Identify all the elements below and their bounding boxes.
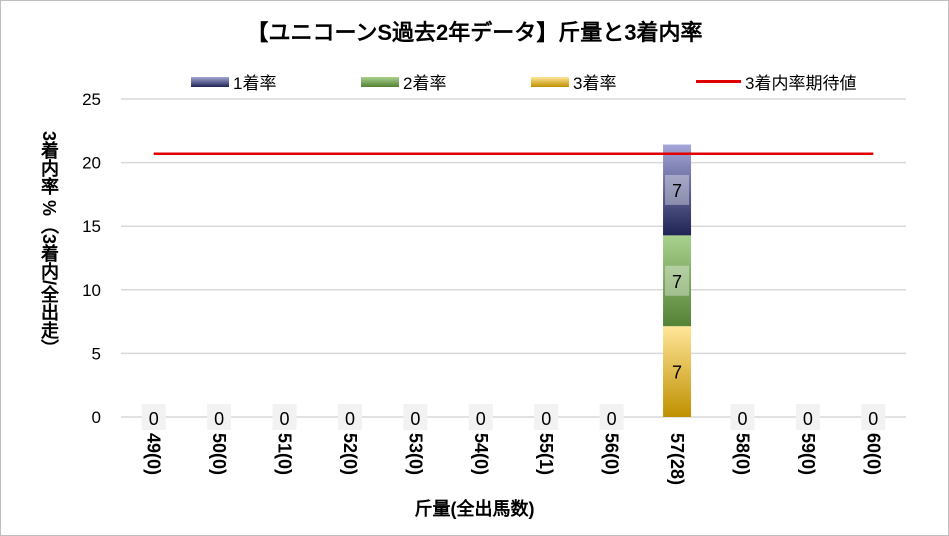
y-tick-label: 20: [82, 154, 101, 173]
data-label: 7: [672, 181, 682, 201]
data-label-box: [207, 404, 232, 430]
bar-segment: [663, 326, 692, 417]
data-label: 0: [541, 409, 551, 429]
x-tick-label: 53(0): [405, 433, 425, 475]
data-label-box: [795, 404, 820, 430]
data-label-box: [730, 404, 755, 430]
x-tick-label: 56(0): [602, 433, 622, 475]
x-tick-label: 55(1): [536, 433, 556, 475]
data-label: 0: [803, 409, 813, 429]
legend-item-2nd: 2着率: [361, 69, 446, 94]
x-tick-label: 52(0): [340, 433, 360, 475]
legend-label: 3着率: [573, 74, 617, 93]
legend-label: 2着率: [403, 74, 447, 93]
data-label-box: [272, 404, 297, 430]
data-label: 0: [214, 409, 224, 429]
y-tick-label: 25: [82, 90, 101, 109]
data-label: 0: [149, 409, 159, 429]
x-tick-label: 54(0): [471, 433, 491, 475]
data-label-box: [534, 404, 559, 430]
y-tick-label: 5: [92, 344, 101, 363]
data-label: 0: [345, 409, 355, 429]
legend-label: 3着内率期待値: [745, 74, 857, 93]
chart-title: 【ユニコーンS過去2年データ】斤量と3着内率: [246, 20, 703, 45]
data-label-box: [861, 404, 886, 430]
legend-label: 1着率: [233, 74, 277, 93]
data-label: 7: [672, 272, 682, 292]
y-axis-label: 3着内率 %（3着内/全出走）: [39, 131, 59, 358]
legend-item-1st: 1着率: [191, 69, 276, 94]
x-axis-label: 斤量(全出馬数): [414, 499, 535, 519]
data-label: 0: [737, 409, 747, 429]
x-tick-label: 49(0): [144, 433, 164, 475]
bar-segment: [663, 235, 692, 327]
x-tick-label: 57(28): [667, 433, 687, 485]
data-label: 0: [280, 409, 290, 429]
y-tick-label: 0: [92, 408, 101, 427]
data-label-box: [599, 404, 624, 430]
bar-segment: [663, 144, 692, 236]
x-tick-label: 60(0): [863, 433, 883, 475]
legend-item-3rd: 3着率: [531, 69, 616, 94]
data-label-box: [337, 404, 362, 430]
legend-item-line: 3着内率期待値: [696, 69, 856, 94]
legend: 1着率 2着率 3着率 3着内率期待値: [191, 69, 911, 93]
data-label: 0: [868, 409, 878, 429]
data-label-box: [141, 404, 166, 430]
x-tick-label: 51(0): [275, 433, 295, 475]
data-label: 0: [476, 409, 486, 429]
data-label-box: [665, 265, 690, 296]
data-label: 0: [607, 409, 617, 429]
data-label: 7: [672, 363, 682, 383]
x-tick-label: 50(0): [209, 433, 229, 475]
x-tick-label: 59(0): [798, 433, 818, 475]
data-label: 0: [410, 409, 420, 429]
y-tick-label: 10: [82, 281, 101, 300]
data-label-box: [468, 404, 493, 430]
y-tick-label: 15: [82, 217, 101, 236]
data-label-box: [665, 174, 690, 205]
data-label-box: [403, 404, 428, 430]
x-tick-label: 58(0): [732, 433, 752, 475]
